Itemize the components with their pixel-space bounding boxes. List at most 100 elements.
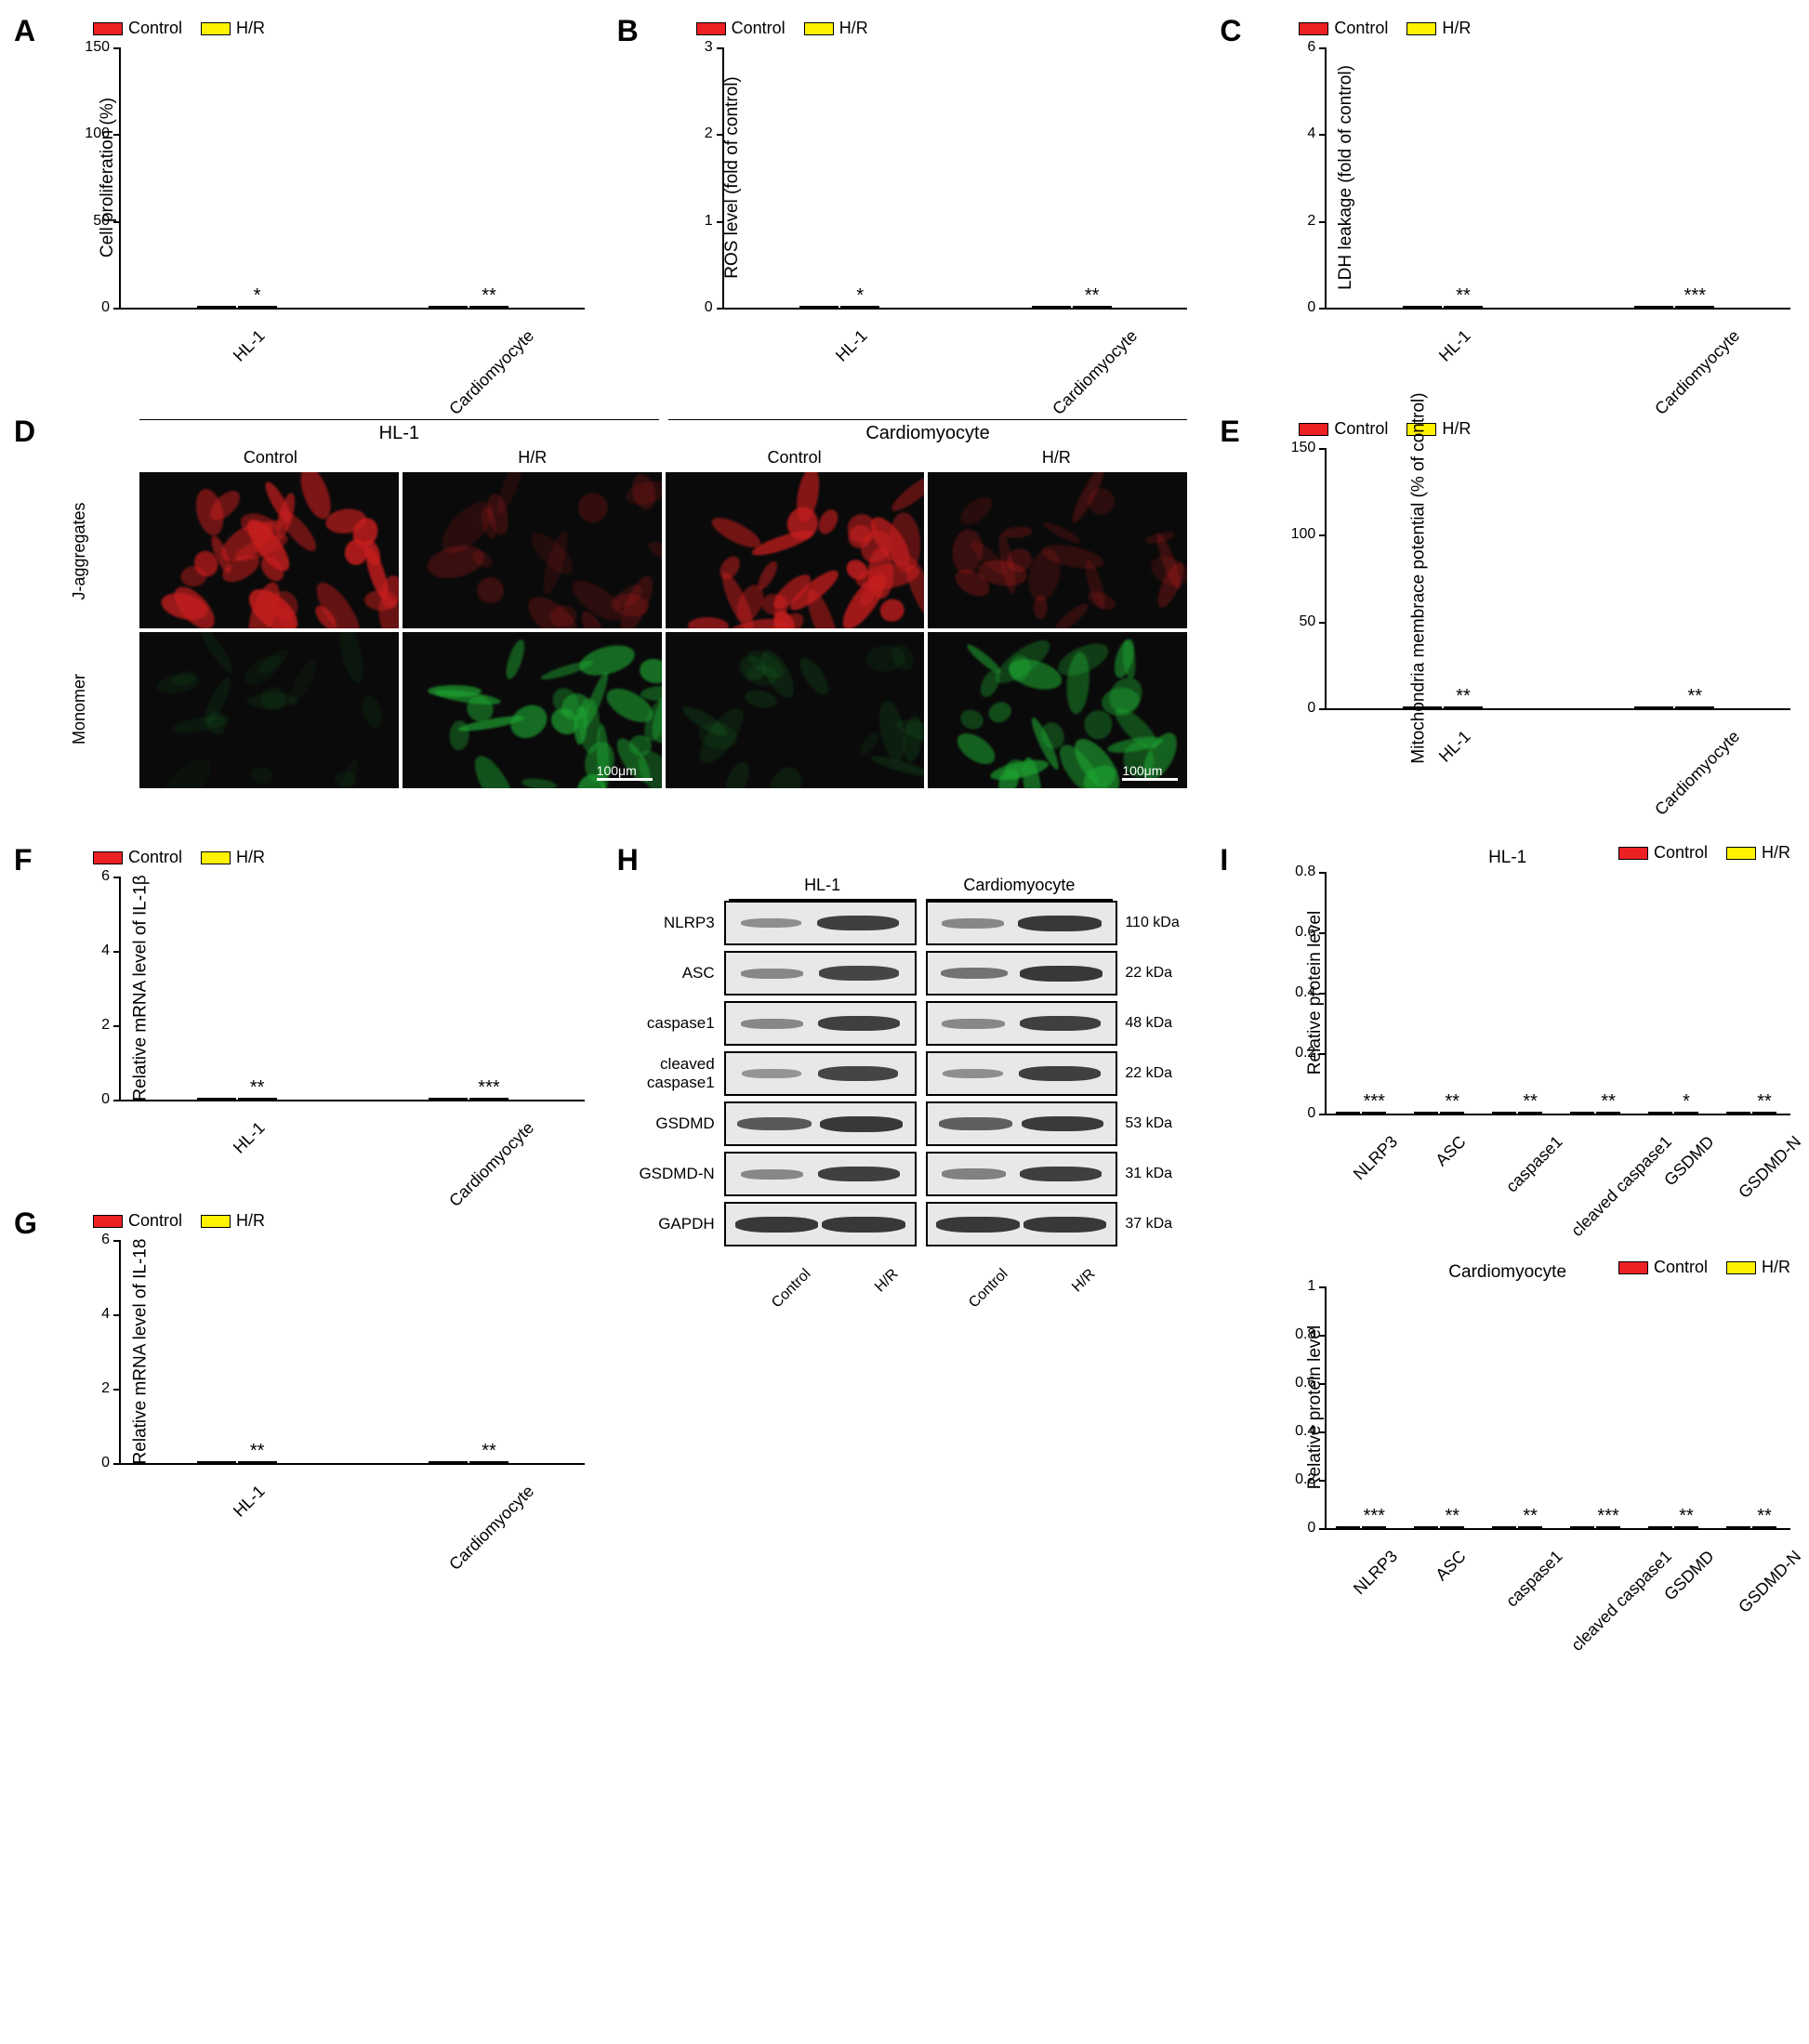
blot-band xyxy=(737,1117,812,1131)
x-axis xyxy=(1327,1114,1790,1115)
bar-hr: * xyxy=(238,306,277,308)
significance: ** xyxy=(1445,1506,1459,1527)
significance: *** xyxy=(1597,1506,1618,1527)
significance: *** xyxy=(478,1077,499,1099)
x-label: caspase1 xyxy=(1502,1132,1566,1196)
x-label: Cardiomyocyte xyxy=(1651,326,1744,419)
bar-hr: *** xyxy=(469,1098,508,1100)
legend: Control H/R xyxy=(93,848,585,867)
bar-hr: ** xyxy=(1444,706,1483,708)
chart-area: Cell proliferation (%) 050100150 * HL-1 … xyxy=(84,47,585,308)
panel-FG-col: F Control H/R Relative mRNA level of IL-… xyxy=(19,848,585,1640)
bar-group: ** GSDMD-N xyxy=(1726,1526,1776,1528)
blot-band xyxy=(1018,916,1102,931)
bar-group: *** Cardiomyocyte xyxy=(1634,306,1714,308)
x-label: ASC xyxy=(1433,1132,1471,1170)
x-axis xyxy=(121,308,585,310)
bar-group: ** HL-1 xyxy=(1403,306,1483,308)
blot-band xyxy=(818,1167,900,1182)
y-axis: 0246 xyxy=(74,1240,121,1463)
significance: ** xyxy=(1456,686,1471,707)
bar-control xyxy=(1336,1526,1360,1528)
bar-group: ** GSDMD-N xyxy=(1726,1112,1776,1114)
x-axis xyxy=(121,1463,585,1465)
bar-group: ** Cardiomyocyte xyxy=(1634,706,1714,708)
significance: ** xyxy=(1757,1091,1772,1113)
significance: ** xyxy=(250,1441,265,1462)
significance: *** xyxy=(1684,285,1706,307)
blot-band xyxy=(942,1019,1004,1029)
x-label: cleaved caspase1 xyxy=(1567,1132,1676,1241)
panel-I-subchart: Cardiomyocyte Control H/R Relative prote… xyxy=(1224,1262,1790,1640)
legend-hr: H/R xyxy=(1726,843,1790,863)
bar-group: *** NLRP3 xyxy=(1336,1526,1386,1528)
blot-row: GSDMD-N 31 kDa xyxy=(622,1152,1188,1196)
blot-lane-pair xyxy=(926,1202,1118,1246)
bar-hr: ** xyxy=(1440,1112,1464,1114)
bar-control xyxy=(1403,706,1442,708)
blot-label: caspase1 xyxy=(622,1014,724,1033)
bar-control xyxy=(1726,1112,1750,1114)
bar-hr: ** xyxy=(238,1461,277,1463)
blot-row: GAPDH 37 kDa xyxy=(622,1202,1188,1246)
significance: ** xyxy=(1679,1506,1694,1527)
micrograph xyxy=(139,472,399,628)
blot-lane-pair xyxy=(926,1051,1118,1096)
bar-group: ** cleaved caspase1 xyxy=(1570,1112,1620,1114)
bar-control xyxy=(1634,306,1673,308)
significance: *** xyxy=(1364,1506,1385,1527)
legend-control: Control xyxy=(93,848,182,867)
bar-hr: *** xyxy=(1596,1526,1620,1528)
significance: ** xyxy=(250,1077,265,1099)
bar-group: *** NLRP3 xyxy=(1336,1112,1386,1114)
bar-control xyxy=(429,1098,468,1100)
micrograph xyxy=(139,632,399,788)
blot-lane-pair xyxy=(724,901,917,945)
blot-lane-pair xyxy=(724,1152,917,1196)
chart-area: LDH leakage (fold of control) 0246 ** HL… xyxy=(1289,47,1790,308)
significance: ** xyxy=(482,1441,496,1462)
blot-band xyxy=(936,1217,1020,1233)
bar-group: ** Cardiomyocyte xyxy=(1032,306,1112,308)
blot-label: GSDMD xyxy=(622,1114,724,1133)
legend-hr: H/R xyxy=(1406,19,1471,38)
legend: Control H/R xyxy=(1618,843,1790,863)
blot-lane-pair xyxy=(724,1202,917,1246)
y-axis: 050100150 xyxy=(74,47,121,308)
blot-lane-pair xyxy=(724,1101,917,1146)
blot-kda: 22 kDa xyxy=(1117,1065,1187,1082)
panel-label: H xyxy=(617,843,639,877)
panel-F: F Control H/R Relative mRNA level of IL-… xyxy=(19,848,585,1183)
legend: Control H/R xyxy=(1618,1258,1790,1277)
scale-bar: 100μm xyxy=(1122,763,1178,781)
legend: Control H/R xyxy=(93,1211,585,1231)
blot-band xyxy=(942,918,1004,929)
chart-area: Relative mRNA level of IL-18 0246 ** HL-… xyxy=(84,1240,585,1463)
chart-area: ROS level (fold of control) 0123 * HL-1 … xyxy=(687,47,1188,308)
blot-kda: 31 kDa xyxy=(1117,1166,1187,1182)
panel-label: F xyxy=(14,843,33,877)
bar-group: ** HL-1 xyxy=(1403,706,1483,708)
bar-hr: ** xyxy=(1073,306,1112,308)
bar-control xyxy=(1414,1112,1438,1114)
panel-D: D HL-1Cardiomyocyte ControlH/RControlH/R… xyxy=(19,419,1187,792)
blot-kda: 48 kDa xyxy=(1117,1015,1187,1032)
bar-control xyxy=(197,1461,236,1463)
blot-band xyxy=(741,1169,803,1180)
chart-area: Relative mRNA level of IL-1β 0246 ** HL-… xyxy=(84,877,585,1100)
legend-hr: H/R xyxy=(201,19,265,38)
bar-hr: ** xyxy=(1518,1526,1542,1528)
blot-band xyxy=(1023,1217,1107,1233)
legend-hr: H/R xyxy=(1726,1258,1790,1277)
blot-band xyxy=(822,1217,905,1233)
blot-row: NLRP3 110 kDa xyxy=(622,901,1188,945)
legend: Control H/R xyxy=(93,19,585,38)
bar-hr: *** xyxy=(1675,306,1714,308)
blot-lane-pair xyxy=(724,1051,917,1096)
panel-label: G xyxy=(14,1207,37,1241)
panel-I: I HL-1 Control H/R Relative protein leve… xyxy=(1224,848,1790,1640)
significance: * xyxy=(1683,1091,1690,1113)
blot-label: NLRP3 xyxy=(622,914,724,932)
blot-lane-pair xyxy=(724,1001,917,1046)
blot-lane-pair xyxy=(926,951,1118,996)
